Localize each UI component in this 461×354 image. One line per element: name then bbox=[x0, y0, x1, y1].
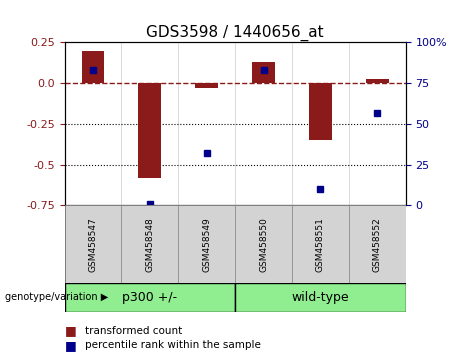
Bar bbox=[65, 283, 235, 312]
Text: percentile rank within the sample: percentile rank within the sample bbox=[85, 340, 261, 350]
Text: wild-type: wild-type bbox=[291, 291, 349, 304]
Text: GSM458548: GSM458548 bbox=[145, 217, 154, 272]
Text: GSM458549: GSM458549 bbox=[202, 217, 211, 272]
Text: GSM458550: GSM458550 bbox=[259, 217, 268, 272]
Bar bbox=[309, 83, 332, 140]
Bar bbox=[235, 283, 406, 312]
Bar bbox=[178, 205, 235, 283]
Bar bbox=[235, 205, 292, 283]
Bar bbox=[138, 83, 161, 178]
Text: ■: ■ bbox=[65, 339, 76, 352]
Title: GDS3598 / 1440656_at: GDS3598 / 1440656_at bbox=[146, 25, 324, 41]
Bar bbox=[121, 205, 178, 283]
Bar bbox=[82, 51, 104, 83]
Text: GSM458552: GSM458552 bbox=[373, 217, 382, 272]
Bar bbox=[195, 83, 218, 88]
Text: GSM458551: GSM458551 bbox=[316, 217, 325, 272]
Bar bbox=[65, 205, 121, 283]
Bar bbox=[292, 205, 349, 283]
Text: transformed count: transformed count bbox=[85, 326, 183, 336]
Text: GSM458547: GSM458547 bbox=[89, 217, 97, 272]
Text: genotype/variation ▶: genotype/variation ▶ bbox=[5, 292, 108, 302]
Text: ■: ■ bbox=[65, 325, 76, 337]
Bar bbox=[252, 62, 275, 83]
Text: p300 +/-: p300 +/- bbox=[122, 291, 177, 304]
Bar bbox=[366, 79, 389, 83]
Bar bbox=[349, 205, 406, 283]
